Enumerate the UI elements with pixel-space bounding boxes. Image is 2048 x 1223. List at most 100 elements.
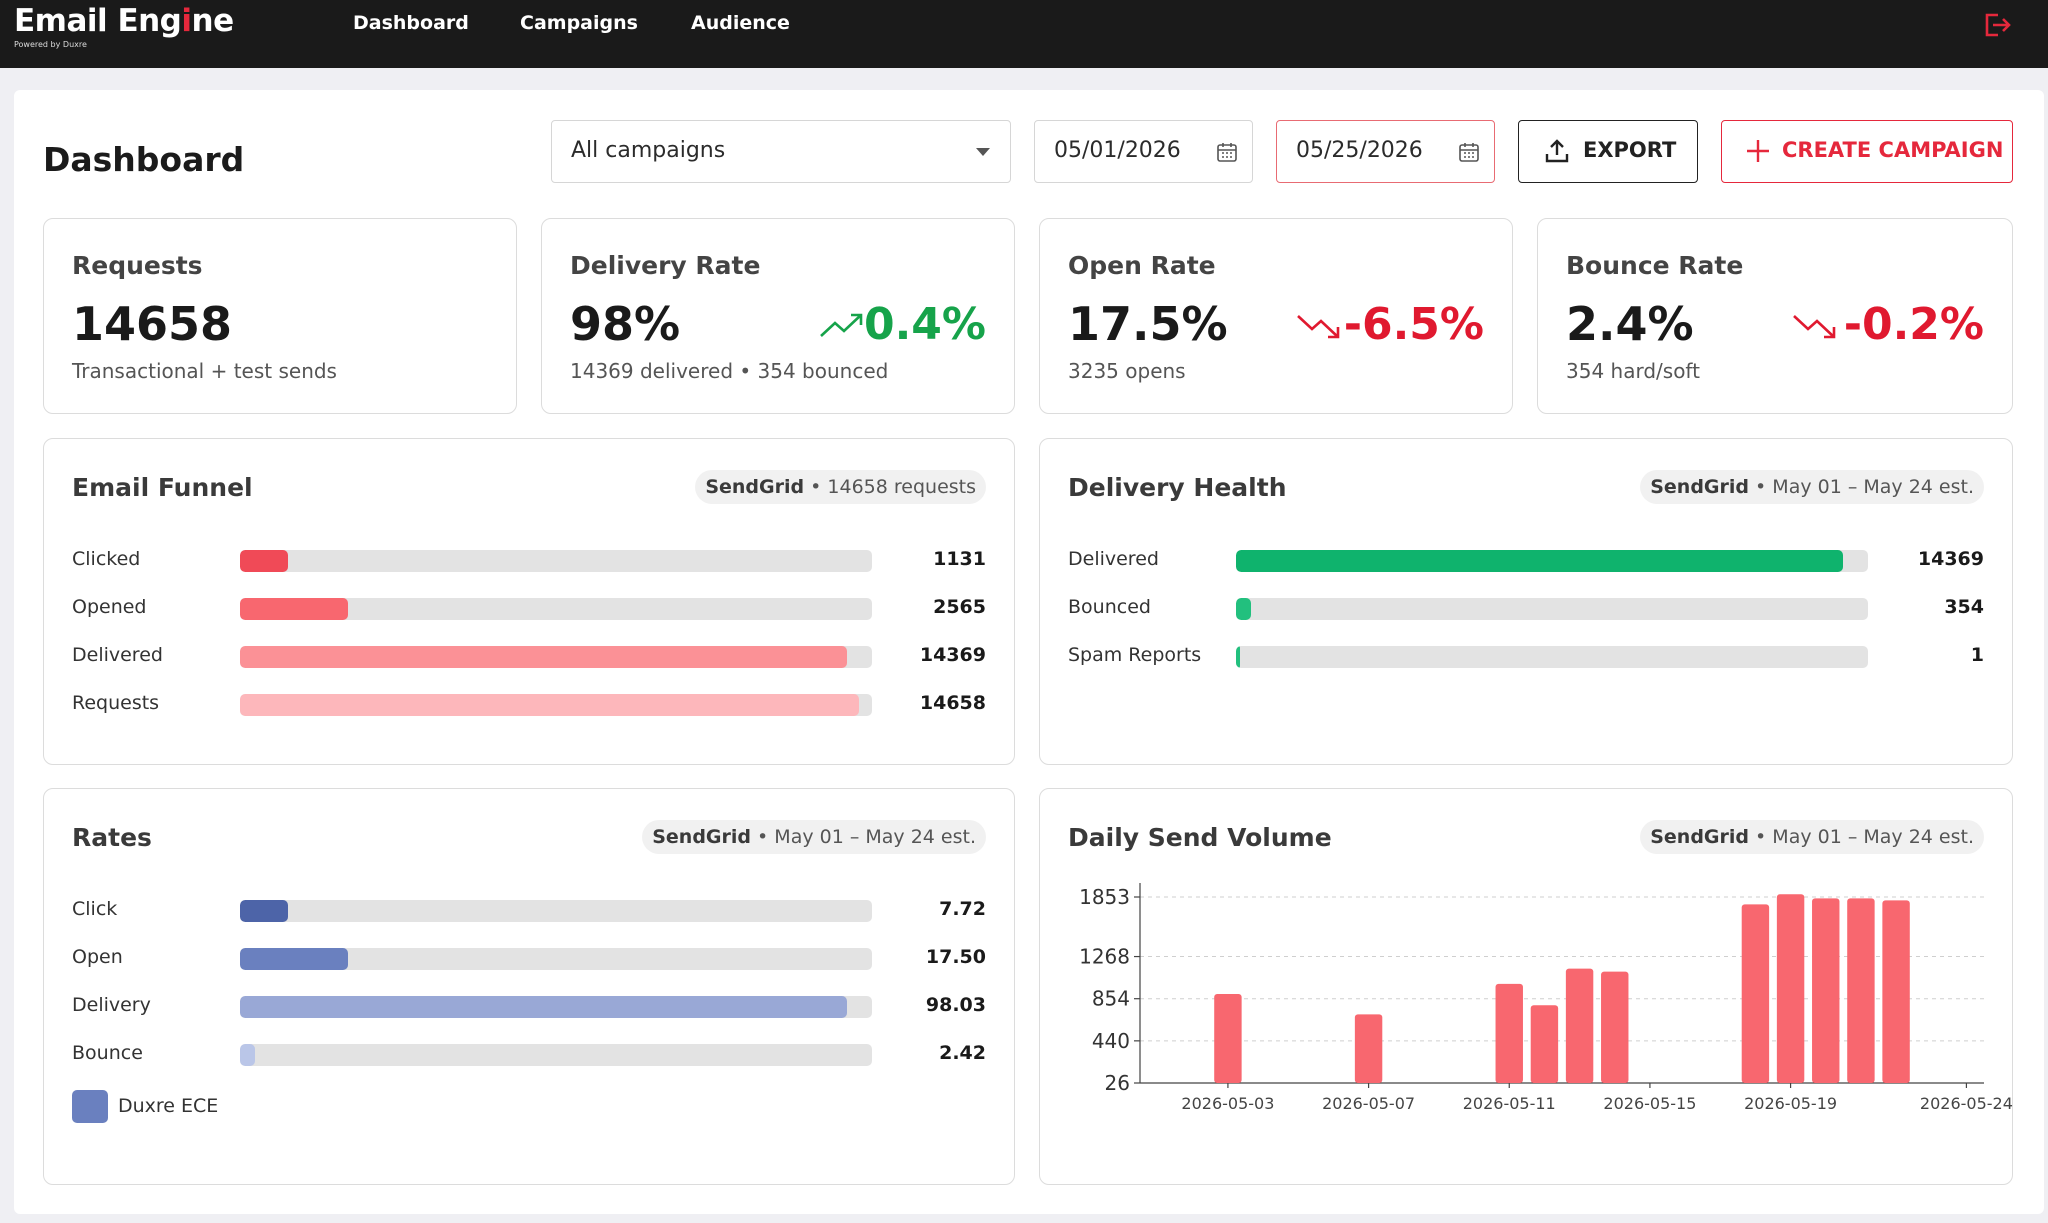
bar-2026-05-11[interactable] bbox=[1495, 983, 1523, 1083]
bar-fill bbox=[240, 646, 848, 668]
bar-2026-05-18[interactable] bbox=[1741, 904, 1770, 1083]
logout-icon[interactable] bbox=[1982, 10, 2012, 40]
daily-send-volume-panel: Daily Send Volume SendGrid • May 01 – Ma… bbox=[1039, 788, 2013, 1185]
kpi-delta: -6.5% bbox=[1343, 299, 1484, 350]
kpi-value: 14658 bbox=[72, 297, 233, 351]
bar-2026-05-21[interactable] bbox=[1847, 898, 1875, 1083]
bar-track bbox=[240, 948, 872, 970]
bar-value: 14369 bbox=[919, 644, 986, 666]
legend-label: Duxre ECE bbox=[118, 1095, 219, 1117]
bar-2026-05-14[interactable] bbox=[1601, 971, 1629, 1083]
calendar-icon[interactable] bbox=[1458, 141, 1480, 163]
x-tick-label: 2026-05-11 bbox=[1463, 1094, 1556, 1113]
kpi-title: Bounce Rate bbox=[1566, 251, 1744, 280]
bar-track bbox=[1236, 646, 1868, 668]
bar-row-spam-reports[interactable]: Spam Reports 1 bbox=[1040, 641, 2012, 671]
bar-row-opened[interactable]: Opened 2565 bbox=[44, 593, 1014, 623]
bar-label: Click bbox=[72, 898, 118, 920]
bar-fill bbox=[1236, 646, 1240, 668]
bar-2026-05-20[interactable] bbox=[1812, 898, 1840, 1083]
panel-title: Rates bbox=[72, 823, 152, 852]
bar-fill bbox=[240, 694, 860, 716]
trending-up-icon bbox=[820, 313, 863, 337]
bar-fill bbox=[240, 948, 349, 970]
chevron-down-icon bbox=[976, 148, 990, 156]
bar-value: 98.03 bbox=[925, 994, 986, 1016]
bar-row-open[interactable]: Open 17.50 bbox=[44, 943, 1014, 973]
daily-send-volume-chart: 26 440 854 1268 1853 2026-05-03 2026-05-07 2026… bbox=[1079, 883, 2013, 1113]
bar-value: 1 bbox=[1970, 644, 1984, 666]
bar-track bbox=[1236, 550, 1868, 572]
bar-value: 14658 bbox=[919, 692, 986, 714]
app-tagline: Powered by Duxre bbox=[14, 40, 87, 50]
x-tick-label: 2026-05-15 bbox=[1603, 1094, 1696, 1113]
bar-row-requests[interactable]: Requests 14658 bbox=[44, 689, 1014, 719]
x-tick-label: 2026-05-07 bbox=[1322, 1094, 1415, 1113]
campaign-select[interactable]: All campaigns bbox=[551, 120, 1011, 183]
bar-value: 7.72 bbox=[939, 898, 986, 920]
trending-down-icon bbox=[1793, 315, 1836, 339]
bar-2026-05-07[interactable] bbox=[1354, 1014, 1383, 1083]
bar-fill bbox=[240, 550, 288, 572]
nav-link-campaigns[interactable]: Campaigns bbox=[520, 12, 638, 34]
kpi-subtitle: 14369 delivered • 354 bounced bbox=[570, 359, 889, 383]
kpi-delta: -0.2% bbox=[1843, 299, 1984, 350]
upload-icon bbox=[1545, 139, 1569, 163]
kpi-value: 17.5% bbox=[1068, 297, 1228, 351]
kpi-title: Requests bbox=[72, 251, 203, 280]
bar-label: Opened bbox=[72, 596, 147, 618]
kpi-delta: 0.4% bbox=[863, 299, 986, 350]
bar-track bbox=[240, 900, 872, 922]
bar-row-bounce[interactable]: Bounce 2.42 bbox=[44, 1039, 1014, 1069]
email-funnel-panel: Email Funnel SendGrid • 14658 requests C… bbox=[43, 438, 1015, 765]
bar-row-bounced[interactable]: Bounced 354 bbox=[1040, 593, 2012, 623]
bar-value: 17.50 bbox=[925, 946, 986, 968]
y-tick-label: 854 bbox=[1092, 987, 1130, 1011]
rates-panel: Rates SendGrid • May 01 – May 24 est. Du… bbox=[43, 788, 1015, 1185]
kpi-card-open-rate: Open Rate 17.5% -6.5% 3235 opens bbox=[1039, 218, 1513, 414]
bar-track bbox=[240, 996, 872, 1018]
bar-2026-05-19[interactable] bbox=[1776, 894, 1805, 1083]
bar-track bbox=[240, 598, 872, 620]
bar-row-delivered[interactable]: Delivered 14369 bbox=[44, 641, 1014, 671]
source-badge: SendGrid • 14658 requests bbox=[695, 470, 986, 504]
top-navigation-bar: Email Engine Powered by Duxre Dashboard … bbox=[0, 0, 2048, 68]
kpi-title: Delivery Rate bbox=[570, 251, 761, 280]
bar-track bbox=[1236, 598, 1868, 620]
date-from-input[interactable]: 05/01/2026 bbox=[1034, 120, 1253, 183]
bar-label: Clicked bbox=[72, 548, 141, 570]
kpi-subtitle: 3235 opens bbox=[1068, 359, 1186, 383]
bar-row-delivered[interactable]: Delivered 14369 bbox=[1040, 545, 2012, 575]
calendar-icon[interactable] bbox=[1216, 141, 1238, 163]
bar-row-delivery[interactable]: Delivery 98.03 bbox=[44, 991, 1014, 1021]
nav-link-dashboard[interactable]: Dashboard bbox=[353, 12, 469, 34]
bar-row-click[interactable]: Click 7.72 bbox=[44, 895, 1014, 925]
bar-label: Open bbox=[72, 946, 123, 968]
kpi-subtitle: Transactional + test sends bbox=[72, 359, 337, 383]
bar-track bbox=[240, 550, 872, 572]
bar-2026-05-12[interactable] bbox=[1530, 1005, 1559, 1083]
page-title: Dashboard bbox=[43, 140, 245, 179]
bar-row-clicked[interactable]: Clicked 1131 bbox=[44, 545, 1014, 575]
nav-link-audience[interactable]: Audience bbox=[691, 12, 790, 34]
bar-fill bbox=[240, 996, 848, 1018]
x-tick-label: 2026-05-03 bbox=[1181, 1094, 1274, 1113]
date-to-input[interactable]: 05/25/2026 bbox=[1276, 120, 1495, 183]
bar-2026-05-22[interactable] bbox=[1882, 900, 1910, 1083]
bar-track bbox=[240, 694, 872, 716]
kpi-title: Open Rate bbox=[1068, 251, 1216, 280]
bar-label: Delivered bbox=[1068, 548, 1159, 570]
bar-2026-05-03[interactable] bbox=[1214, 994, 1242, 1083]
bar-label: Delivered bbox=[72, 644, 163, 666]
bar-fill bbox=[1236, 550, 1844, 572]
x-tick-label: 2026-05-24 bbox=[1920, 1094, 2013, 1113]
kpi-card-requests: Requests 14658 Transactional + test send… bbox=[43, 218, 517, 414]
source-badge: SendGrid • May 01 – May 24 est. bbox=[642, 820, 986, 854]
app-logo[interactable]: Email Engine Powered by Duxre bbox=[14, 4, 234, 49]
bar-label: Bounce bbox=[72, 1042, 143, 1064]
create-campaign-button[interactable]: CREATE CAMPAIGN bbox=[1721, 120, 2013, 183]
kpi-card-bounce-rate: Bounce Rate 2.4% -0.2% 354 hard/soft bbox=[1537, 218, 2013, 414]
bar-fill bbox=[1236, 598, 1251, 620]
bar-2026-05-13[interactable] bbox=[1565, 968, 1594, 1083]
export-button[interactable]: EXPORT bbox=[1518, 120, 1698, 183]
